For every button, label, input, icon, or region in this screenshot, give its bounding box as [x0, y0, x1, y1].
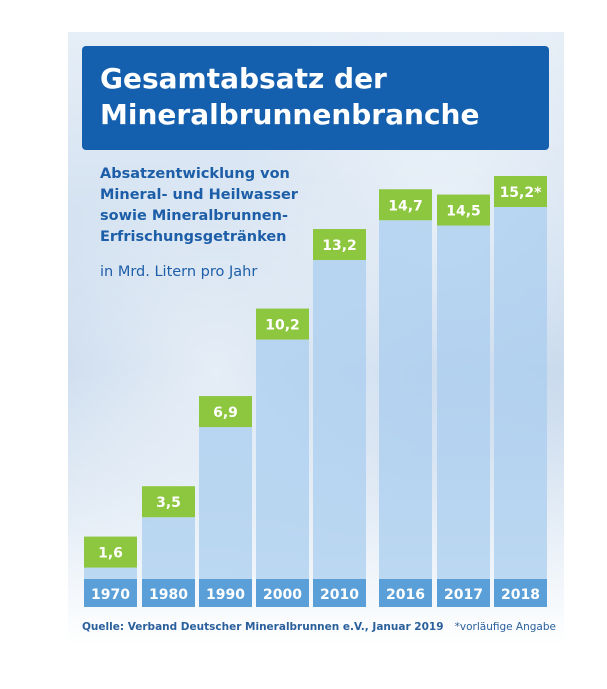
- unit-label: in Mrd. Litern pro Jahr: [100, 264, 258, 280]
- value-label-2010: 13,2: [322, 238, 357, 254]
- value-box-2016: [379, 189, 432, 221]
- bar-1990: [199, 427, 252, 579]
- year-label-2010: 2010: [320, 587, 359, 603]
- subtitle-line-1: Absatzentwicklung von: [100, 166, 290, 182]
- value-box-2018: [494, 176, 547, 207]
- value-label-2016: 14,7: [388, 198, 423, 214]
- year-box-2000: [256, 579, 309, 607]
- bar-1970: [84, 567, 137, 579]
- value-box-1990: [199, 396, 252, 428]
- year-label-1990: 1990: [206, 587, 245, 603]
- year-box-2018: [494, 579, 547, 607]
- bar-1980: [142, 517, 195, 579]
- value-label-2000: 10,2: [265, 318, 300, 334]
- value-box-2010: [313, 229, 366, 261]
- year-box-2010: [313, 579, 366, 607]
- value-label-2017: 14,5: [446, 204, 481, 220]
- year-label-2017: 2017: [444, 587, 483, 603]
- value-box-1970: [84, 536, 137, 568]
- title-box: Gesamtabsatz der Mineralbrunnenbranche: [82, 46, 549, 150]
- value-box-2017: [437, 194, 490, 226]
- value-label-1980: 3,5: [156, 495, 181, 511]
- bar-chart: 1,6 1970 3,5 1980 6,9 1990 10,2 2000 13,2 2010 14,…: [84, 176, 547, 607]
- value-box-2000: [256, 308, 309, 340]
- title-line-2: Mineralbrunnenbranche: [100, 98, 480, 131]
- year-label-2016: 2016: [386, 587, 425, 603]
- year-label-1970: 1970: [91, 587, 130, 603]
- year-box-2016: [379, 579, 432, 607]
- year-label-2000: 2000: [263, 587, 302, 603]
- bar-2017: [437, 225, 490, 579]
- bar-2000: [256, 339, 309, 579]
- source-note: Quelle: Verband Deutscher Mineralbrunnen…: [82, 621, 444, 633]
- value-label-1970: 1,6: [98, 546, 123, 562]
- subtitle-line-4: Erfrischungsgetränken: [100, 229, 287, 245]
- infographic-card: Gesamtabsatz der Mineralbrunnenbranche 1…: [68, 32, 564, 647]
- year-box-1990: [199, 579, 252, 607]
- value-label-2018: 15,2*: [500, 185, 543, 201]
- year-box-1980: [142, 579, 195, 607]
- bar-2010: [313, 260, 366, 579]
- footnote: *vorläufige Angabe: [454, 621, 556, 633]
- year-label-2018: 2018: [501, 587, 540, 603]
- bar-2018: [494, 207, 547, 579]
- title-line-1: Gesamtabsatz der: [100, 62, 387, 95]
- value-box-1980: [142, 486, 195, 518]
- year-box-2017: [437, 579, 490, 607]
- year-box-1970: [84, 579, 137, 607]
- bar-2016: [379, 220, 432, 579]
- value-label-1990: 6,9: [213, 405, 238, 421]
- year-label-1980: 1980: [149, 587, 188, 603]
- subtitle-line-2: Mineral- und Heilwasser: [100, 187, 298, 203]
- subtitle-line-3: sowie Mineralbrunnen-: [100, 208, 288, 224]
